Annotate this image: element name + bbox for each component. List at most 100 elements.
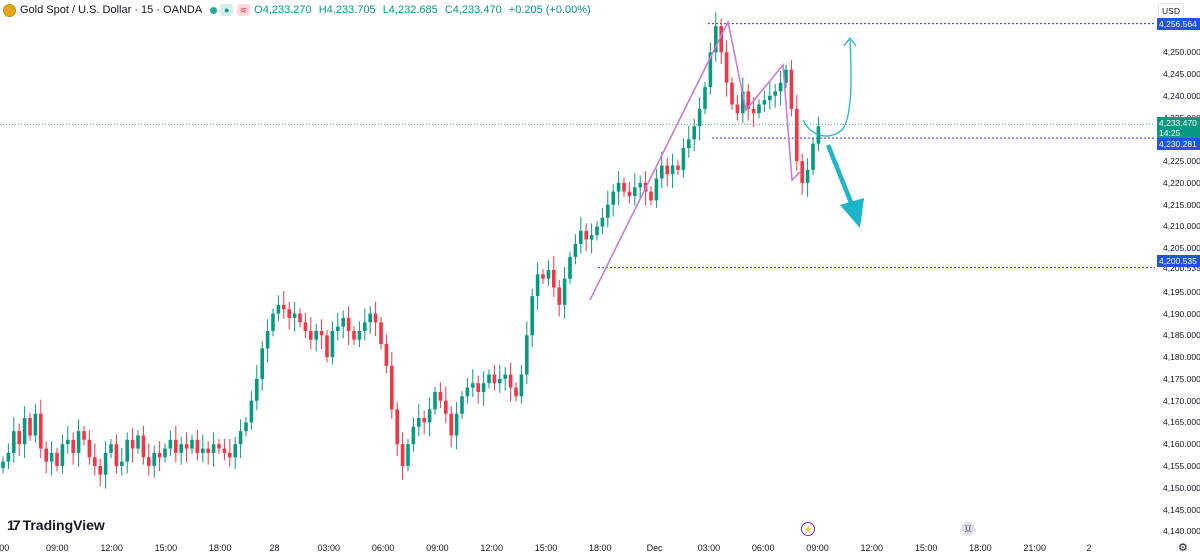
time-tick-label: 15:00 [154,543,178,553]
candle-body [649,191,653,201]
currency-selector[interactable]: USD [1158,3,1184,19]
price-tick-label: 4,210.000 [1163,221,1200,232]
candle-body [206,448,210,453]
buy-indicator-icon[interactable]: ● [220,4,234,16]
candle-body [222,448,227,453]
candle-body [195,439,200,453]
candle-body [114,444,119,466]
candle-body [163,448,167,458]
price-tick-label: 4,200.535 [1163,262,1200,273]
candle-body [384,344,389,366]
time-tick-label: 18:00 [589,543,612,553]
candle-body [730,82,734,105]
candle-body [741,91,745,114]
price-tick-label: 4,245.000 [1163,69,1200,80]
candle-body [28,418,32,436]
candle-body [368,313,372,323]
candle-body [147,457,151,466]
candle-body [98,465,102,475]
candle-body [487,374,491,384]
candle-body [314,330,318,340]
level-label-top: 4,256.564 [1157,18,1200,30]
candle-body [400,444,405,466]
candle-body [438,391,443,401]
candle-body [298,313,302,323]
time-tick-label: 12:00 [480,543,503,553]
level-label-mid: 4,230.281 [1157,138,1200,150]
candle-body [93,457,97,466]
candle-body [357,330,362,340]
candle-body [330,330,335,358]
candle-body [44,448,48,462]
candle-body [211,444,216,453]
candle-body [292,313,297,318]
price-tick-label: 4,180.000 [1163,352,1200,363]
candle-body [692,126,696,140]
candle-body [228,452,232,458]
time-tick-label: 06:00 [751,543,775,553]
candle-body [55,452,59,466]
settings-icon[interactable]: ⚙ [1178,542,1188,554]
candle-body [519,374,524,397]
symbol-title[interactable]: Gold Spot / U.S. Dollar · 15 · OANDA [20,4,203,16]
candle-body [168,439,173,449]
time-tick-label: Dec [646,543,663,553]
candle-body [476,383,480,392]
candle-body [363,322,367,331]
candle-body [546,270,551,279]
price-tick-label: 4,240.000 [1163,90,1200,101]
gold-symbol-icon [3,3,16,17]
time-axis[interactable]: :00 09:00 12:00 15:00 18:00 28 03:00 06:00 09:00… [0,540,1150,556]
candle-body [346,317,351,331]
candle-body [395,409,399,445]
candle-body [1,461,5,469]
candle-body [805,169,810,183]
candle-body [773,91,777,96]
tradingview-logo-icon: 17 [7,517,21,533]
symbol-header: Gold Spot / U.S. Dollar · 15 · OANDA ● ≋… [0,0,1150,20]
candle-body [379,322,383,345]
candle-body [130,439,135,449]
candle-body [778,82,783,92]
candle-body [535,274,540,297]
tradingview-logo[interactable]: 17 TradingView [7,517,105,533]
price-tick-label: 4,205.000 [1163,243,1200,254]
candle-body [71,439,75,453]
candle-body [498,378,502,384]
candle-body [492,374,497,384]
price-axis[interactable]: 4,250.0004,245.0004,240.0004,235.0004,23… [1155,0,1200,556]
candle-body [238,431,243,445]
level-label-low: 4,200.535 [1157,255,1200,267]
time-tick-label: 09:00 [46,543,69,553]
candle-body [49,452,54,462]
candle-body [746,91,750,109]
bar-countdown: 14:25 [1159,128,1181,138]
sell-indicator-icon[interactable]: ≋ [237,4,251,16]
candle-body [568,256,572,279]
candle-body [184,444,189,449]
candle-body [557,287,561,305]
candle-body [606,204,610,218]
candle-body [627,191,632,196]
candle-body [552,270,556,288]
current-price-label: 4,233.470 14:25 [1157,117,1200,138]
us-flag-event-icon[interactable]: 🇺 [961,522,975,536]
candle-body [271,313,275,331]
candle-body [503,374,507,379]
price-chart[interactable] [0,0,1155,540]
time-tick-label: 03:00 [317,543,341,553]
candle-body [714,26,718,53]
lightning-event-icon[interactable]: ⚡ [801,522,815,536]
candle-body [454,413,459,436]
candle-body [76,431,81,453]
candle-body [616,182,621,192]
high-value: H4,233.705 [318,4,376,16]
candle-body [260,348,264,379]
candle-body [82,431,86,440]
candle-body [800,161,804,183]
candle-body [460,396,464,414]
change-value: +0.205 (+0.00%) [508,4,591,16]
time-tick-label: 12:00 [860,543,884,553]
candle-body [233,444,237,458]
candle-body [444,400,448,414]
